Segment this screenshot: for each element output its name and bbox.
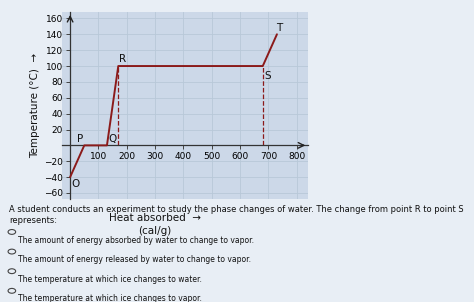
Text: T: T <box>276 23 282 33</box>
Text: S: S <box>264 71 271 81</box>
Text: R: R <box>119 54 126 64</box>
Text: The amount of energy absorbed by water to change to vapor.: The amount of energy absorbed by water t… <box>18 236 254 245</box>
Text: P: P <box>77 134 84 144</box>
Text: O: O <box>72 179 80 189</box>
Text: Q: Q <box>109 134 117 144</box>
Text: Heat absorbed  →: Heat absorbed → <box>109 213 201 223</box>
Y-axis label: Temperature (°C)  →: Temperature (°C) → <box>30 53 40 158</box>
Text: The temperature at which ice changes to water.: The temperature at which ice changes to … <box>18 275 202 284</box>
Text: A student conducts an experiment to study the phase changes of water. The change: A student conducts an experiment to stud… <box>9 205 464 225</box>
Text: The temperature at which ice changes to vapor.: The temperature at which ice changes to … <box>18 294 202 302</box>
Text: The amount of energy released by water to change to vapor.: The amount of energy released by water t… <box>18 255 251 264</box>
Text: (cal/g): (cal/g) <box>138 226 172 236</box>
